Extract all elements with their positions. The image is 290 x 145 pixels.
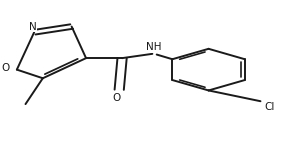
Text: O: O bbox=[2, 63, 10, 73]
Text: N: N bbox=[29, 22, 37, 32]
Text: NH: NH bbox=[146, 42, 162, 52]
Text: Cl: Cl bbox=[264, 102, 274, 112]
Text: O: O bbox=[112, 93, 120, 103]
